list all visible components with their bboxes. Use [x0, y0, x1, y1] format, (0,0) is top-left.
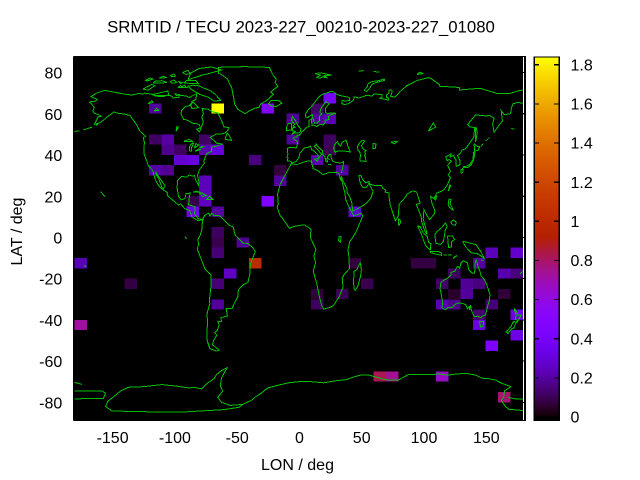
- svg-text:-50: -50: [226, 430, 249, 447]
- svg-text:1.8: 1.8: [571, 57, 593, 74]
- svg-text:1.6: 1.6: [571, 97, 593, 114]
- svg-text:40: 40: [45, 148, 63, 165]
- svg-text:150: 150: [473, 430, 500, 447]
- svg-text:60: 60: [45, 107, 63, 124]
- svg-text:LAT / deg: LAT / deg: [9, 198, 26, 266]
- svg-text:50: 50: [353, 430, 371, 447]
- svg-text:-100: -100: [159, 430, 191, 447]
- svg-text:0.6: 0.6: [571, 292, 593, 309]
- svg-text:1: 1: [571, 214, 580, 231]
- svg-text:-80: -80: [39, 396, 62, 413]
- svg-text:80: 80: [45, 66, 63, 83]
- svg-text:0.2: 0.2: [571, 371, 593, 388]
- svg-text:-20: -20: [39, 272, 62, 289]
- svg-text:-60: -60: [39, 354, 62, 371]
- svg-text:0: 0: [571, 410, 580, 427]
- svg-text:0.4: 0.4: [571, 331, 593, 348]
- svg-text:1.4: 1.4: [571, 136, 593, 153]
- svg-text:-40: -40: [39, 313, 62, 330]
- svg-text:-150: -150: [97, 430, 129, 447]
- svg-text:LON / deg: LON / deg: [261, 457, 334, 474]
- svg-text:100: 100: [411, 430, 438, 447]
- svg-text:0: 0: [295, 430, 304, 447]
- svg-text:20: 20: [45, 189, 63, 206]
- svg-text:0.8: 0.8: [571, 253, 593, 270]
- svg-text:SRMTID / TECU 2023-227_00210-2: SRMTID / TECU 2023-227_00210-2023-227_01…: [107, 17, 495, 36]
- svg-text:1.2: 1.2: [571, 175, 593, 192]
- svg-text:0: 0: [53, 231, 62, 248]
